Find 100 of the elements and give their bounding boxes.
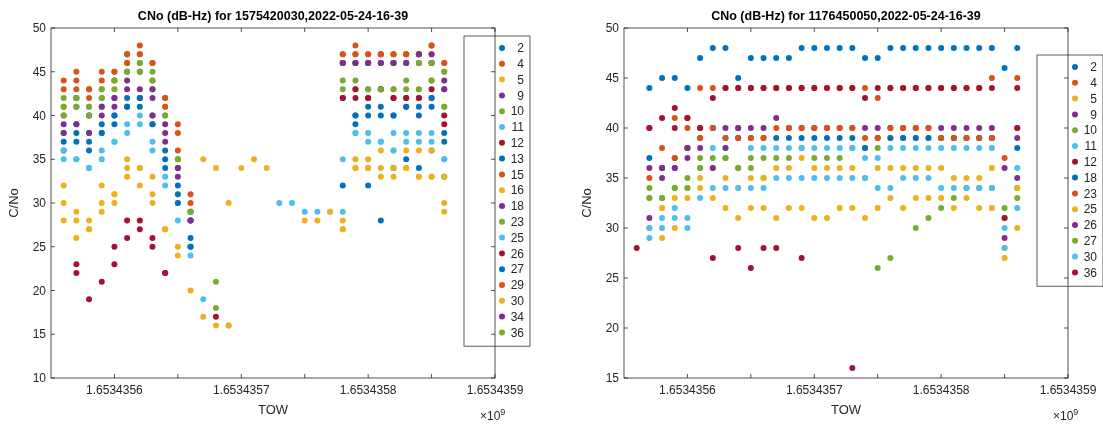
- point: [773, 115, 780, 121]
- point: [73, 261, 80, 268]
- point: [988, 85, 995, 91]
- y-tick-label: 35: [605, 171, 620, 186]
- point: [976, 205, 983, 211]
- point: [963, 195, 970, 201]
- x-tick-label: 1.6534358: [912, 383, 970, 397]
- point: [365, 156, 372, 163]
- point: [773, 135, 780, 141]
- point: [938, 185, 945, 191]
- point: [124, 95, 131, 101]
- point: [212, 305, 219, 311]
- point: [187, 191, 194, 198]
- point: [785, 205, 792, 211]
- point: [377, 147, 384, 154]
- point: [976, 145, 983, 151]
- y-tick-label: 35: [32, 152, 47, 167]
- chart-title: CNo (dB-Hz) for 1575420030,2022-05-24-16-39: [137, 9, 409, 23]
- point: [773, 175, 780, 181]
- legend-label: 26: [510, 246, 525, 261]
- point: [98, 121, 105, 128]
- x-tick-label: 1.6534358: [339, 383, 397, 397]
- y-tick-label: 15: [605, 371, 620, 386]
- point: [938, 45, 945, 51]
- point: [98, 156, 105, 163]
- point: [390, 130, 397, 136]
- point: [988, 125, 995, 131]
- point: [874, 165, 881, 171]
- point: [887, 255, 894, 261]
- point: [938, 195, 945, 201]
- point: [988, 45, 995, 51]
- point: [950, 185, 957, 191]
- point: [773, 155, 780, 161]
- point: [811, 45, 818, 51]
- legend-label: 29: [510, 278, 525, 293]
- point: [684, 85, 691, 91]
- point: [174, 173, 181, 180]
- point: [301, 208, 308, 215]
- point: [415, 130, 422, 136]
- point: [314, 217, 321, 224]
- x-tick-label: 1.6534356: [659, 383, 717, 397]
- point: [352, 156, 359, 163]
- point: [709, 95, 716, 101]
- point: [798, 205, 805, 211]
- point: [162, 165, 169, 171]
- point: [352, 77, 359, 84]
- point: [390, 173, 397, 180]
- point: [428, 138, 435, 145]
- point: [925, 165, 932, 171]
- point: [798, 255, 805, 261]
- point: [428, 86, 435, 93]
- y-tick-label: 40: [32, 108, 47, 123]
- point: [276, 200, 283, 206]
- legend-label: 23: [510, 215, 525, 229]
- point: [124, 235, 131, 241]
- point: [415, 147, 422, 154]
- point: [722, 125, 729, 131]
- point: [339, 182, 346, 189]
- point: [162, 156, 169, 163]
- point: [836, 135, 843, 141]
- legend-label: 18: [1083, 170, 1098, 185]
- point: [86, 95, 93, 101]
- point: [773, 145, 780, 151]
- point: [938, 165, 945, 171]
- point: [225, 200, 232, 206]
- point: [811, 215, 818, 221]
- text: ×10$^{9}$: [480, 407, 506, 423]
- point: [339, 77, 346, 84]
- point: [377, 217, 384, 224]
- point: [709, 185, 716, 191]
- point: [403, 147, 410, 154]
- point: [238, 165, 245, 171]
- point: [73, 77, 80, 84]
- point: [862, 125, 869, 131]
- legend-label: 11: [511, 120, 525, 135]
- point: [659, 175, 666, 181]
- point: [798, 175, 805, 181]
- point: [162, 182, 169, 189]
- point: [263, 165, 270, 171]
- point: [111, 261, 118, 268]
- legend-label: 26: [1083, 218, 1098, 233]
- point: [976, 125, 983, 131]
- y-tick-label: 40: [605, 121, 620, 136]
- point: [671, 205, 678, 211]
- point: [976, 175, 983, 181]
- point: [149, 68, 156, 75]
- point: [162, 138, 169, 145]
- point: [963, 45, 970, 51]
- point: [86, 147, 93, 154]
- point: [823, 135, 830, 141]
- point: [760, 245, 767, 251]
- point: [441, 121, 448, 128]
- point: [785, 55, 792, 61]
- point: [162, 147, 169, 154]
- point: [73, 130, 80, 136]
- point: [212, 322, 219, 329]
- point: [963, 145, 970, 151]
- point: [60, 95, 67, 101]
- point: [773, 165, 780, 171]
- point: [441, 138, 448, 145]
